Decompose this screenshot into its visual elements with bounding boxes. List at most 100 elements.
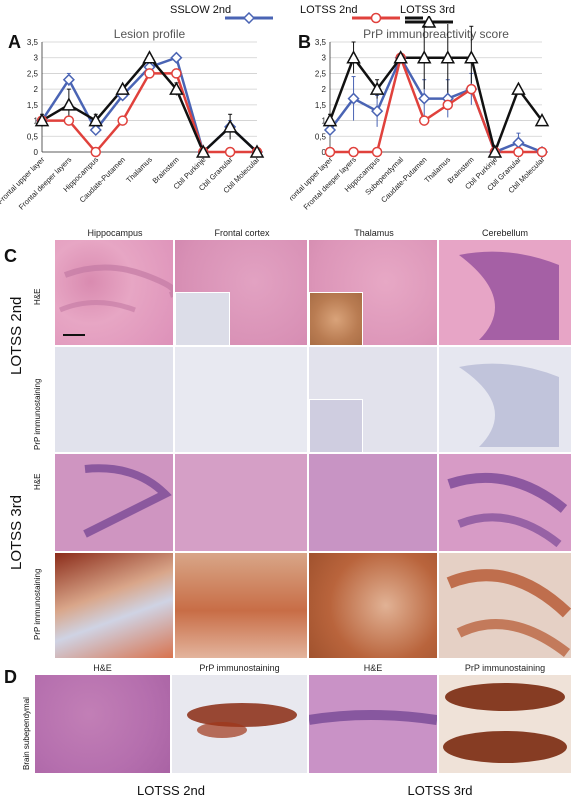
group-label-lotss2: LOTSS 2nd: [8, 296, 25, 375]
point-lotss2: [63, 115, 75, 126]
tile-d-lotss3-he: [309, 675, 437, 773]
point-lotss3: [142, 50, 157, 64]
point-lotss2: [536, 146, 548, 158]
col-header-frontal-cortex: Frontal cortex: [214, 228, 270, 238]
y-tick-label: 1: [34, 117, 39, 126]
tile-d-lotss3-prp: [439, 675, 571, 773]
d-col-header-he-2: H&E: [363, 663, 383, 673]
legend-sslow2-marker: [225, 12, 273, 24]
y-tick-label: 0,5: [315, 132, 327, 141]
legend-lotss3-label: LOTSS 3rd: [400, 4, 456, 16]
legend-lotss2-label: LOTSS 2nd: [300, 4, 358, 16]
point-sslow2: [371, 105, 384, 118]
point-lotss2: [466, 83, 477, 95]
legend: SSLOW 2nd LOTSS 2nd LOTSS 3rd: [150, 2, 570, 28]
chart-title-0: Lesion profile: [114, 27, 186, 41]
col-header-thalamus: Thalamus: [354, 228, 394, 238]
d-group-label-lotss2: LOTSS 2nd: [137, 783, 205, 798]
x-tick-label: Thalamus: [124, 155, 154, 185]
y-tick-label: 3,5: [27, 38, 39, 47]
tile-lotss2-he-cerebellum: [439, 240, 571, 345]
y-tick-label: 3: [322, 54, 327, 63]
point-lotss2: [117, 115, 128, 126]
tile-lotss3-prp-frontal: [175, 553, 307, 658]
point-lotss3: [464, 50, 479, 64]
inset-frontal: [175, 292, 230, 345]
series-line-lotss2: [42, 72, 257, 154]
tile-lotss2-he-thalamus: [309, 240, 437, 345]
y-tick-label: 0: [34, 148, 39, 157]
point-lotss3: [195, 144, 211, 158]
point-lotss3: [393, 50, 408, 64]
point-lotss3: [511, 81, 526, 95]
prp-immunoreactivity-chart: PrP immunoreactivity score 0 0,5 1 1,5 2 2,5 3 3…: [290, 24, 550, 212]
row-label-he-2: H&E: [33, 473, 42, 490]
d-col-header-he-1: H&E: [93, 663, 112, 673]
point-lotss3: [416, 50, 432, 64]
y-tick-label: 3,5: [315, 38, 327, 47]
point-lotss3: [61, 97, 77, 111]
point-lotss3: [222, 119, 238, 133]
point-lotss3: [346, 50, 361, 64]
row-label-prp-2: PrP immunostaining: [33, 568, 42, 640]
row-label-prp-1: PrP immunostaining: [33, 378, 42, 450]
point-sslow2: [512, 136, 525, 149]
y-tick-label: 0,5: [27, 132, 39, 141]
tile-lotss2-he-hippocampus: [55, 240, 173, 345]
y-tick-label: 2: [322, 85, 327, 94]
legend-sslow2-label: SSLOW 2nd: [170, 4, 232, 16]
group-label-lotss3: LOTSS 3rd: [8, 494, 25, 570]
inset-thalamus: [309, 292, 363, 345]
point-sslow2: [347, 92, 360, 105]
y-tick-label: 2,5: [315, 69, 327, 78]
point-lotss3: [369, 81, 385, 95]
inset-prp-thalamus: [309, 399, 363, 452]
tile-lotss2-prp-frontal: [175, 347, 307, 452]
tile-lotss2-prp-thalamus: [309, 347, 437, 452]
legend-lotss2-marker: [352, 12, 400, 24]
tile-lotss3-he-hippocampus: [55, 454, 173, 551]
y-tick-label: 2: [34, 85, 39, 94]
point-lotss2: [513, 146, 524, 158]
col-header-hippocampus: Hippocampus: [87, 228, 143, 238]
point-lotss2: [90, 146, 101, 158]
point-lotss2: [171, 68, 182, 79]
point-lotss3: [115, 81, 130, 95]
point-lotss2: [324, 146, 336, 158]
point-lotss3: [487, 144, 503, 158]
tile-lotss2-prp-hippocampus: [55, 347, 173, 452]
point-lotss3: [322, 113, 338, 127]
legend-lotss3-marker-2: [405, 16, 453, 28]
point-sslow2: [62, 73, 75, 86]
panel-letter-a: A: [8, 32, 21, 52]
d-col-header-prp-2: PrP immunostaining: [464, 663, 546, 673]
tile-d-lotss2-prp: [172, 675, 307, 773]
panel-letter-b: B: [298, 32, 311, 52]
point-sslow2: [170, 51, 183, 64]
tile-d-lotss2-he: [35, 675, 170, 773]
point-lotss3: [34, 113, 50, 127]
tile-lotss3-prp-hippocampus: [55, 553, 173, 658]
series-line-lotss2: [330, 53, 542, 154]
y-tick-label: 0: [322, 148, 327, 157]
col-header-cerebellum: Cerebellum: [481, 228, 529, 238]
point-lotss2: [224, 146, 236, 158]
series-line-sslow2: [328, 54, 543, 154]
point-sslow2: [323, 123, 337, 137]
tile-lotss3-he-cerebellum: [439, 454, 571, 551]
point-lotss2: [144, 68, 155, 79]
point-sslow2: [89, 123, 102, 137]
panel-letter-c: C: [4, 246, 17, 266]
y-tick-label: 3: [34, 54, 39, 63]
point-sslow2: [418, 92, 431, 105]
point-lotss3: [534, 113, 550, 127]
point-lotss2: [442, 99, 454, 111]
row-label-he-1: H&E: [33, 288, 42, 305]
d-col-header-prp-1: PrP immunostaining: [199, 663, 280, 673]
y-tick-label: 1,5: [27, 101, 39, 110]
tile-lotss3-prp-thalamus: [309, 553, 437, 658]
chart-title-1: PrP immunoreactivity score: [363, 27, 509, 41]
point-lotss2: [418, 115, 430, 126]
y-tick-label: 1: [322, 117, 327, 126]
